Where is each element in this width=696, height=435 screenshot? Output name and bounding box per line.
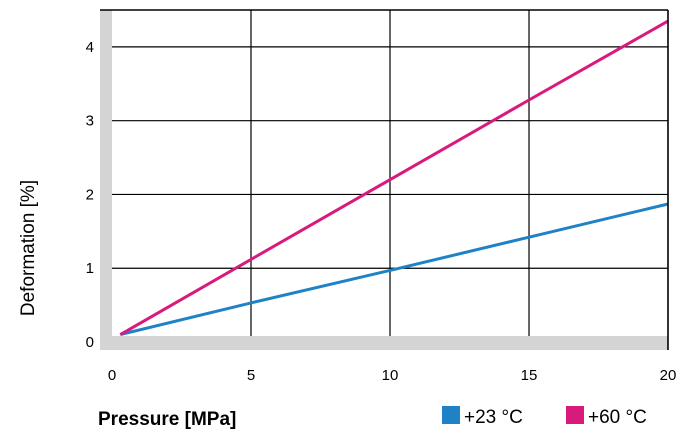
y-tick-labels: 0 1 2 3 4 [86,39,94,351]
y-axis-band [100,10,112,350]
x-tick-label: 0 [108,367,116,384]
grid [100,10,668,342]
x-axis-band [100,336,668,350]
legend-swatch-1 [442,406,460,424]
y-tick-label: 2 [86,186,94,203]
legend-label-2: +60 °C [588,407,647,428]
legend-label-1: +23 °C [464,407,523,428]
axis-bands [100,10,668,350]
y-tick-label: 0 [86,334,94,351]
x-tick-label: 5 [247,367,255,384]
y-tick-label: 1 [86,260,94,277]
y-axis-title: Deformation [%] [18,180,39,316]
x-tick-labels: 0 5 10 15 20 [108,367,677,384]
y-tick-label: 4 [86,39,94,56]
series-line-2 [119,19,669,336]
legend-swatch-2 [566,406,584,424]
series-lines [119,19,669,337]
series-line-1 [119,202,669,337]
x-tick-label: 10 [382,367,399,384]
x-tick-label: 20 [660,367,677,384]
plot-frame [100,9,669,350]
x-tick-label: 15 [521,367,538,384]
legend: +23 °C +60 °C [442,406,647,428]
x-axis-title: Pressure [MPa] [98,409,236,430]
y-tick-label: 3 [86,113,94,130]
